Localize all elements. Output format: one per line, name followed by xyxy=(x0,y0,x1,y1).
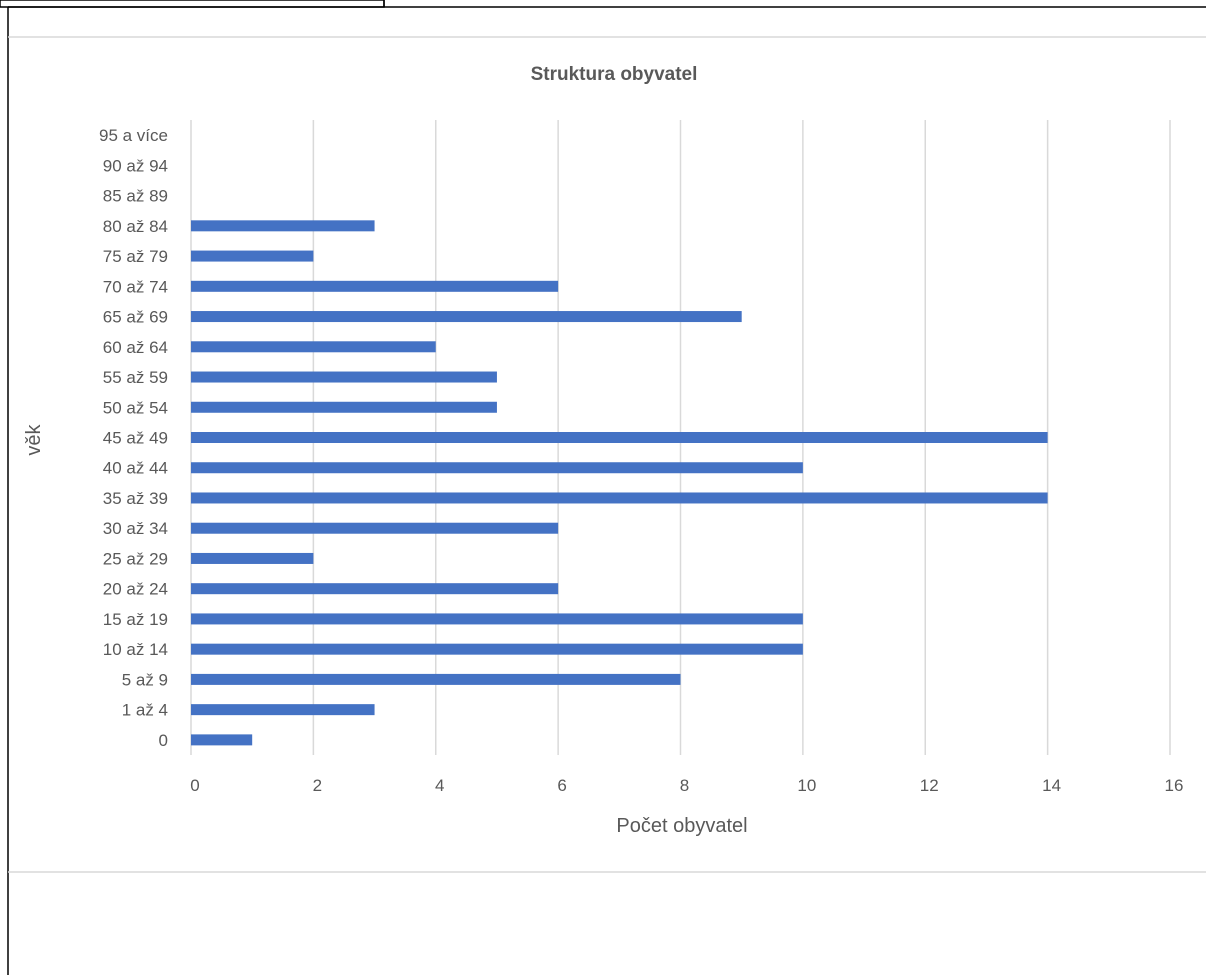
y-tick-label: 40 až 44 xyxy=(103,459,168,478)
bar xyxy=(191,704,375,716)
y-tick-label: 95 a více xyxy=(99,126,168,145)
x-tick-label: 6 xyxy=(557,776,566,795)
x-axis-title: Počet obyvatel xyxy=(616,815,747,837)
top-left-cell xyxy=(0,0,385,8)
x-tick-label: 2 xyxy=(313,776,322,795)
y-tick-label: 60 až 64 xyxy=(103,338,168,357)
x-tick-label: 14 xyxy=(1042,776,1061,795)
bar xyxy=(191,673,681,685)
chart-title: Struktura obyvatel xyxy=(531,64,698,85)
bar xyxy=(191,280,559,292)
y-tick-label: 30 až 34 xyxy=(103,519,168,538)
y-tick-label: 1 až 4 xyxy=(122,701,168,720)
bar xyxy=(191,432,1048,443)
y-tick-label: 25 až 29 xyxy=(103,549,168,568)
bar xyxy=(191,492,1048,504)
y-tick-label: 85 až 89 xyxy=(103,187,168,206)
y-tick-label: 90 až 94 xyxy=(103,156,168,175)
bar xyxy=(191,311,742,323)
bar xyxy=(191,613,803,625)
bar xyxy=(191,401,497,413)
bar xyxy=(191,583,559,595)
bar xyxy=(191,220,375,232)
y-tick-label: 70 až 74 xyxy=(103,277,168,296)
y-tick-label: 0 xyxy=(159,731,168,750)
bars xyxy=(191,220,1048,746)
x-tick-label: 8 xyxy=(680,776,689,795)
bar xyxy=(191,734,253,746)
y-tick-label: 75 až 79 xyxy=(103,247,168,266)
y-tick-label: 55 až 59 xyxy=(103,368,168,387)
bar xyxy=(191,250,314,262)
y-tick-label: 65 až 69 xyxy=(103,308,168,327)
y-axis-tick-labels: 0 1 až 4 5 až 9 10 až 14 15 až 19 20 až 24 25 … xyxy=(99,126,168,750)
bar xyxy=(191,522,559,534)
bar xyxy=(191,341,436,353)
y-tick-label: 15 až 19 xyxy=(103,610,168,629)
y-tick-label: 10 až 14 xyxy=(103,640,168,659)
bar xyxy=(191,552,314,564)
y-tick-label: 20 až 24 xyxy=(103,580,168,599)
x-tick-label: 10 xyxy=(797,776,816,795)
y-tick-label: 5 až 9 xyxy=(122,670,168,689)
y-tick-label: 80 až 84 xyxy=(103,217,168,236)
x-tick-label: 4 xyxy=(435,776,444,795)
y-tick-label: 35 až 39 xyxy=(103,489,168,508)
x-axis-tick-labels: 0 2 4 6 8 10 12 14 16 xyxy=(190,776,1183,795)
y-axis-title: věk xyxy=(23,423,45,455)
x-tick-label: 0 xyxy=(190,776,199,795)
bar xyxy=(191,643,803,655)
x-tick-label: 12 xyxy=(920,776,939,795)
bar xyxy=(191,371,497,383)
y-tick-label: 45 až 49 xyxy=(103,429,168,448)
y-tick-label: 50 až 54 xyxy=(103,398,168,417)
x-tick-label: 16 xyxy=(1165,776,1184,795)
bar xyxy=(191,462,803,474)
